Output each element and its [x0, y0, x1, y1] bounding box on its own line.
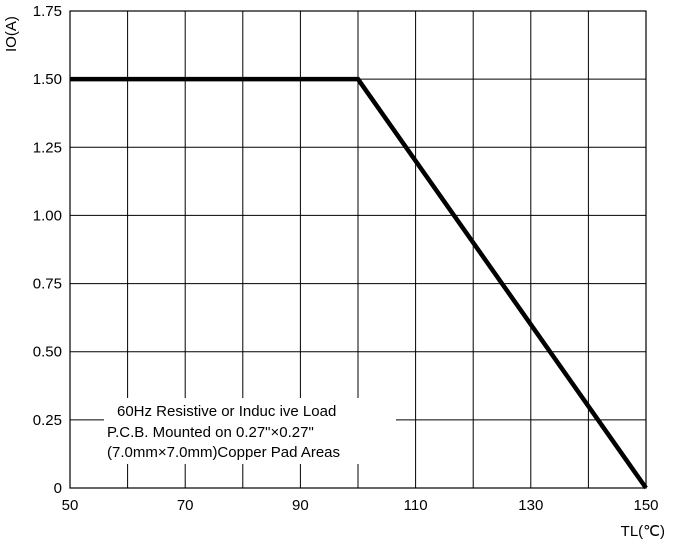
plot-frame: [69, 10, 647, 489]
annotation-line-2: P.C.B. Mounted on 0.27"×0.27": [107, 424, 314, 441]
y-axis-title: IO(A): [3, 16, 20, 52]
annotation-background: [104, 398, 396, 464]
annotation: 60Hz Resistive or Induc ive Load P.C.B. …: [107, 403, 340, 461]
y-tick-label: 0.50: [33, 344, 62, 361]
x-axis-title: TL(℃): [621, 523, 665, 540]
annotation-line-3: (7.0mm×7.0mm)Copper Pad Areas: [107, 444, 340, 461]
series-line: [70, 76, 648, 490]
annotation-line-1: 60Hz Resistive or Induc ive Load: [117, 403, 336, 420]
series: [70, 76, 648, 490]
y-tick-label: 1.50: [33, 71, 62, 88]
y-tick-label: 0.75: [33, 276, 62, 293]
x-tick-label: 90: [292, 497, 309, 514]
x-tick-label: 50: [62, 497, 79, 514]
y-tick-label: 1.75: [33, 3, 62, 20]
y-tick-label: 0: [54, 480, 62, 497]
tick-labels: 0 0.25 0.50 0.75 1.00 1.25 1.50 1.75 50 70 90 110 13…: [33, 3, 659, 514]
x-tick-label: 150: [633, 497, 658, 514]
x-tick-label: 70: [177, 497, 194, 514]
y-tick-label: 1.25: [33, 139, 62, 156]
y-tick-label: 0.25: [33, 412, 62, 429]
x-tick-label: 130: [518, 497, 543, 514]
x-tick-label: 110: [404, 497, 428, 514]
y-tick-label: 1.00: [33, 207, 62, 224]
